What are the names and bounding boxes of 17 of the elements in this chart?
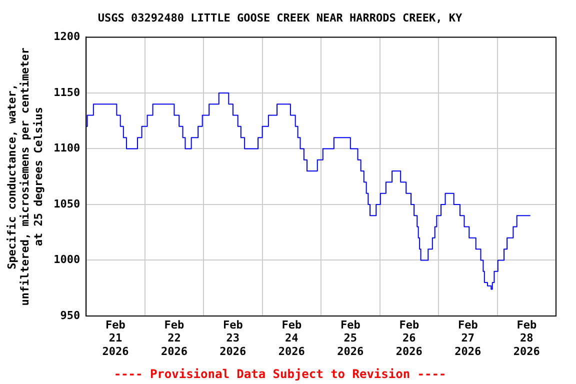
y-tick-label: 1200 — [54, 30, 80, 44]
y-tick-label: 1050 — [54, 197, 80, 210]
x-tick-label: Feb 26 2026 — [396, 318, 423, 358]
x-tick-label: Feb 21 2026 — [102, 318, 130, 358]
x-tick-label: Feb 27 2026 — [454, 318, 482, 358]
text: ---- Provisional Data Subject to Revision ---- — [114, 366, 446, 381]
x-tick-label: Feb 22 2026 — [160, 318, 188, 358]
y-axis-title: Specific conductance, water, unfiltered, microsiemens per centimeter at 25 degrees Celsius — [5, 47, 45, 306]
y-tick-label: 1000 — [54, 253, 80, 266]
y-tick-label: 950 — [60, 308, 80, 322]
x-tick-label: Feb 23 2026 — [220, 318, 247, 358]
x-tick-label: Feb 28 2026 — [513, 318, 540, 358]
y-tick-label: 1150 — [54, 86, 80, 99]
x-tick-label: Feb 25 2026 — [337, 318, 364, 358]
y-tick-label: 1100 — [54, 142, 80, 155]
chart-title: USGS 03292480 LITTLE GOOSE CREEK NEAR HARRODS CREEK, KY — [98, 11, 462, 24]
x-tick-label: Feb 24 2026 — [278, 318, 306, 358]
